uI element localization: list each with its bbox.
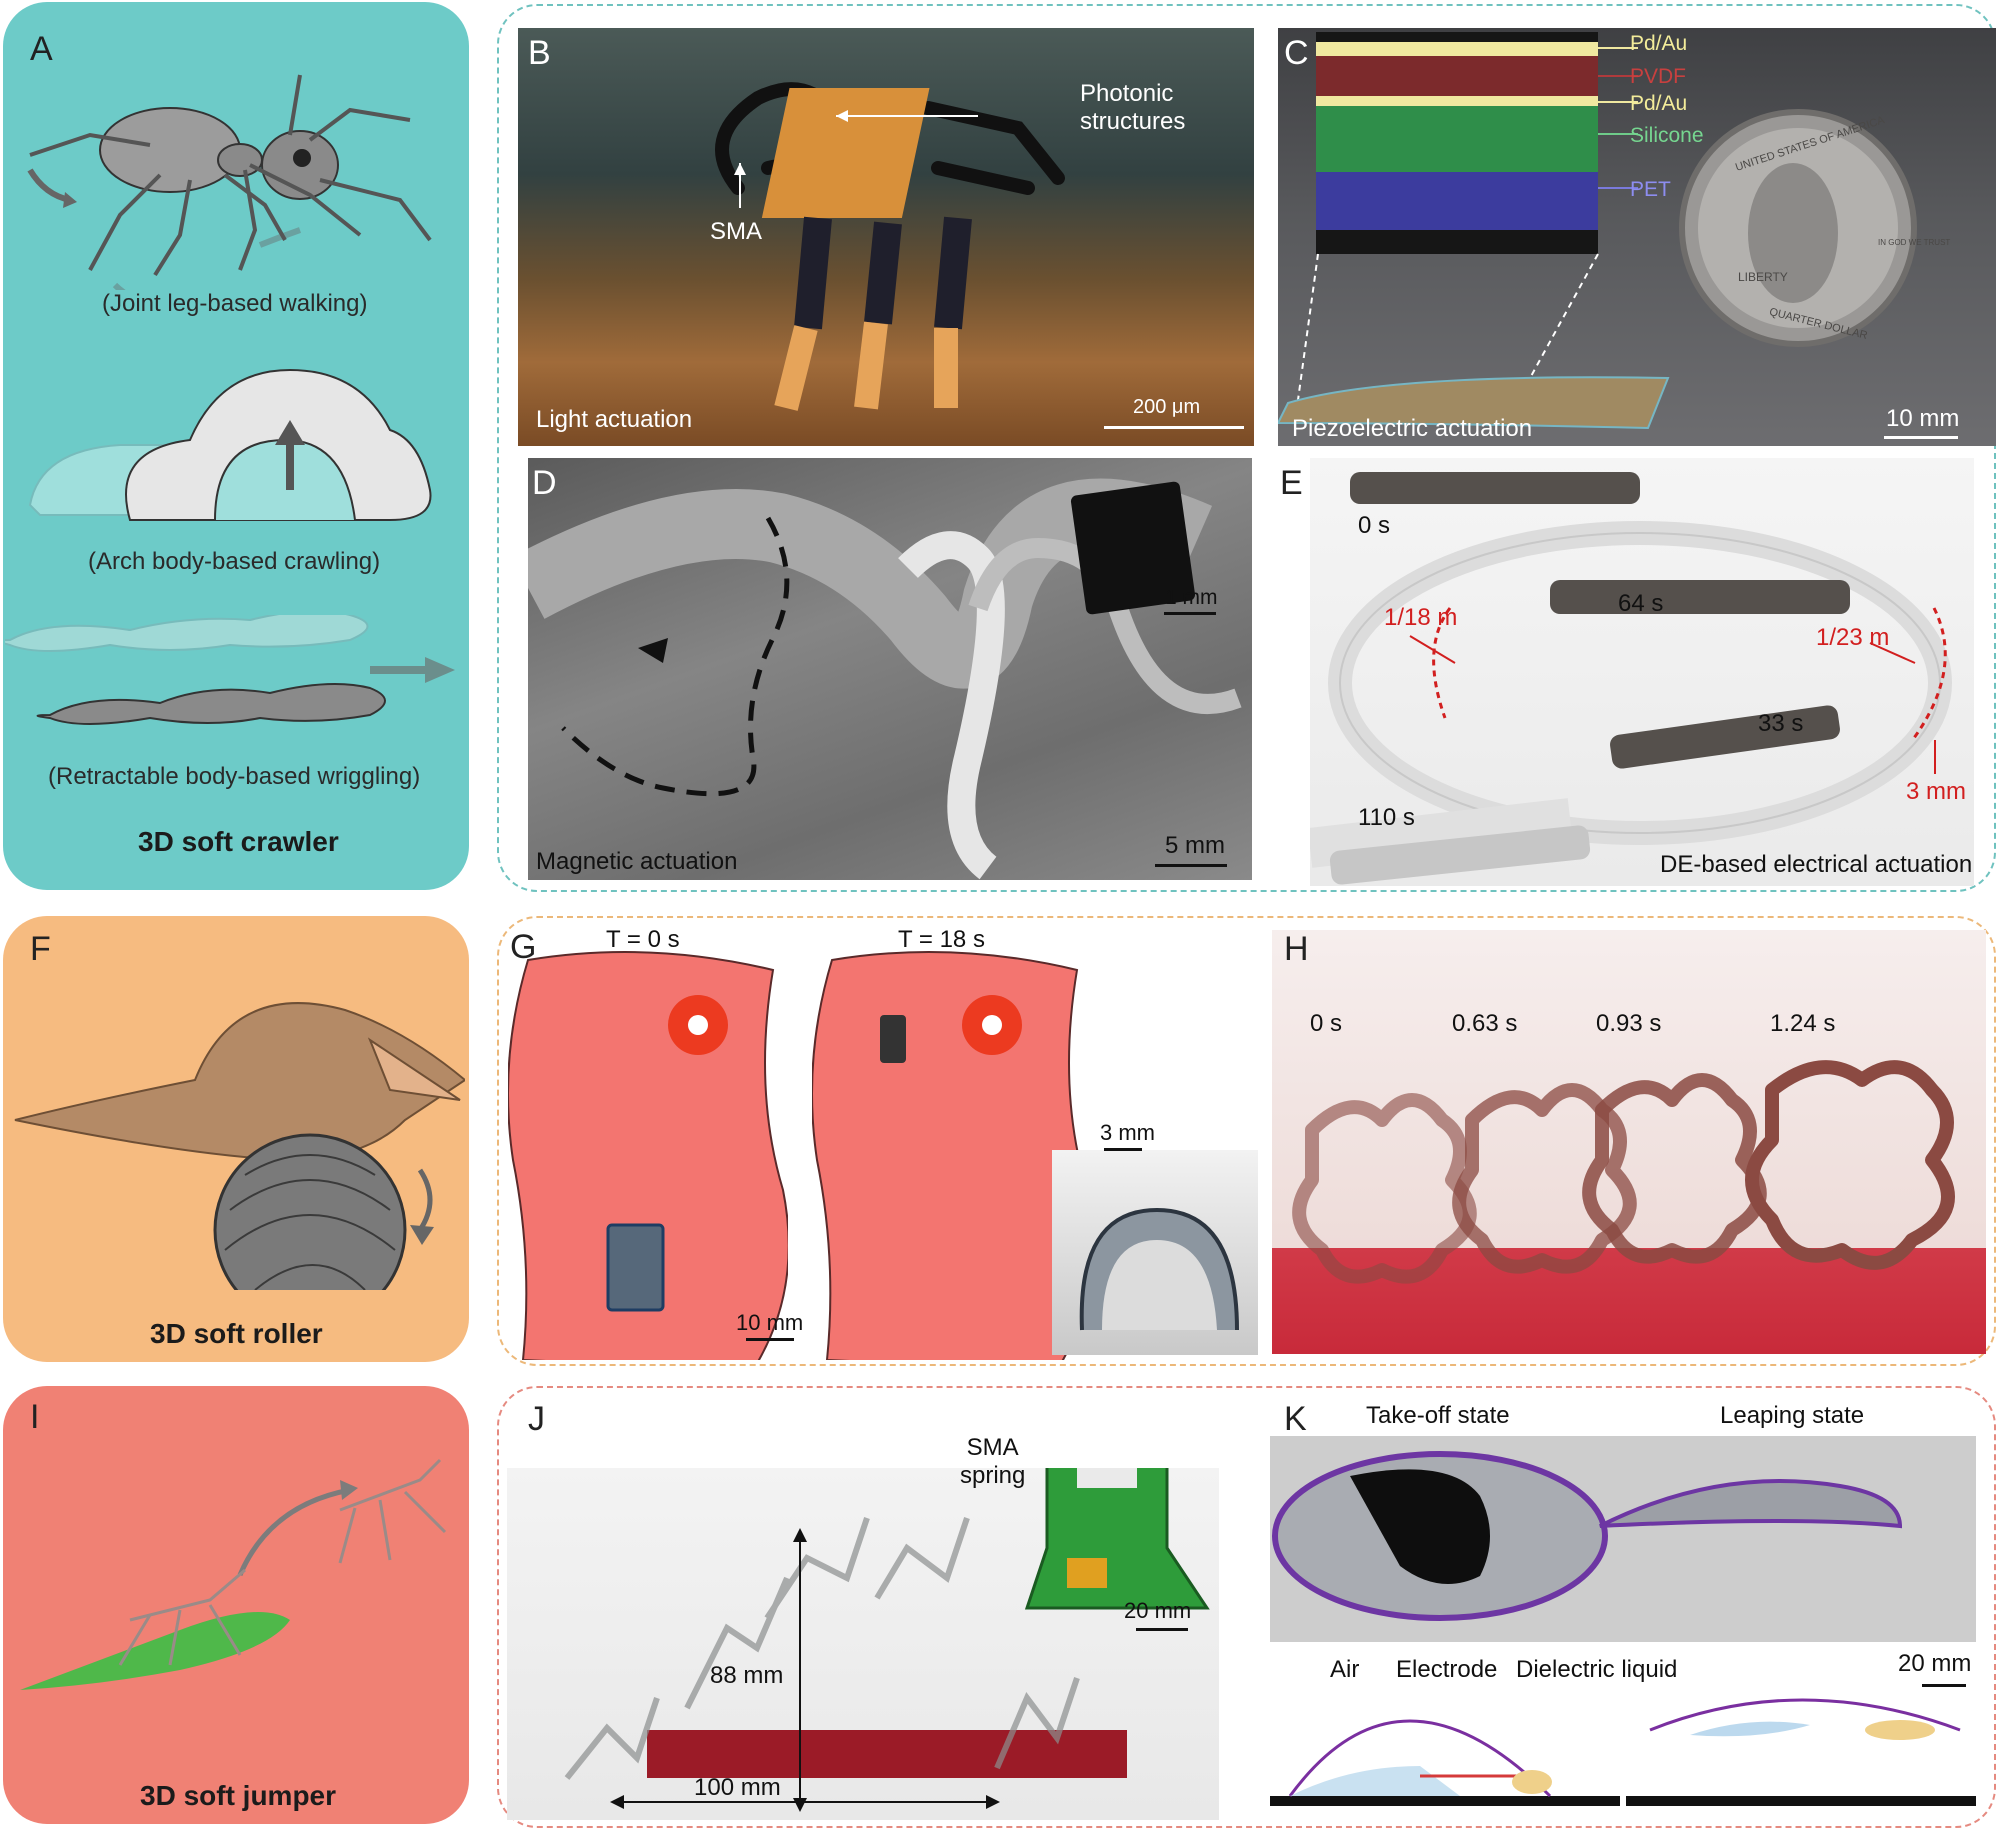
label-sma-b: SMA	[710, 218, 763, 245]
scale-label-g-1: 10 mm	[736, 1310, 804, 1335]
label-photonic-structures: Photonic structures	[1080, 80, 1186, 135]
roller-title: 3D soft roller	[150, 1318, 323, 1349]
pangolin-illustration	[14, 1002, 465, 1290]
panel-letter-c: C	[1284, 34, 1309, 72]
label-sma-spring: SMA spring	[960, 1434, 1026, 1489]
earthworm-illustration	[5, 615, 455, 725]
panel-letter-k: K	[1284, 1400, 1307, 1438]
ant-illustration	[27, 74, 432, 290]
time-label-h-093: 0.93 s	[1596, 1010, 1662, 1037]
caption-crawling: (Arch body-based crawling)	[88, 548, 381, 575]
film-and-coin	[1278, 109, 1917, 430]
scale-bar-d	[1155, 864, 1227, 867]
roller-device-shape	[1079, 1207, 1239, 1331]
jumper-schematics	[1270, 1698, 1976, 1806]
caption-wriggling: (Retractable body-based wriggling)	[48, 763, 421, 790]
panel-letter-d: D	[532, 464, 557, 502]
time-label-h-0: 0 s	[1310, 1010, 1343, 1037]
curvature-label-2: 1/23 m	[1816, 624, 1890, 651]
mode-piezoelectric-actuation: Piezoelectric actuation	[1292, 415, 1533, 442]
panel-letter-h: H	[1284, 930, 1309, 968]
scale-bar-b	[1104, 426, 1244, 429]
mode-magnetic-actuation: Magnetic actuation	[536, 848, 738, 875]
row2-frame	[497, 916, 1996, 1366]
caption-walking: (Joint leg-based walking)	[102, 290, 368, 317]
layer-label-pet: PET	[1630, 178, 1671, 201]
scale-bar-k	[1922, 1684, 1966, 1687]
time-label-e-33: 33 s	[1758, 710, 1804, 737]
panel-d-photo	[528, 458, 1252, 880]
jumper-devices	[1272, 1451, 1903, 1621]
scale-label-d: 5 mm	[1165, 832, 1225, 859]
inchworm-illustration	[28, 368, 432, 521]
roller-sequence	[1292, 1060, 1955, 1284]
label-electrode: Electrode	[1396, 1656, 1498, 1683]
scale-bar-g-1	[746, 1338, 794, 1341]
roller-inset-photo	[1052, 1150, 1258, 1355]
crab-robot-shape	[715, 82, 1065, 411]
height-label-e: 3 mm	[1906, 778, 1966, 805]
time-label-e-110: 110 s	[1358, 804, 1415, 831]
scale-label-g-2: 3 mm	[1100, 1120, 1155, 1145]
label-jump-height: 88 mm	[710, 1662, 784, 1689]
scale-label-b: 200 μm	[1133, 396, 1201, 418]
panel-letter-e: E	[1280, 464, 1303, 502]
scale-label-k: 20 mm	[1898, 1650, 1972, 1677]
panel-letter-f: F	[30, 930, 51, 968]
panel-j-photo	[507, 1468, 1219, 1820]
label-jump-distance: 100 mm	[694, 1774, 781, 1801]
tissue-sample-1	[508, 951, 788, 1360]
tissue-sample-2	[812, 951, 1092, 1360]
time-label-h-063: 0.63 s	[1452, 1010, 1518, 1037]
panel-k-photo	[1270, 1436, 1976, 1642]
panel-c-photo	[1278, 28, 1996, 446]
annotation-arrows-b	[734, 110, 978, 208]
panel-h-photo	[1272, 930, 1986, 1354]
mode-light-actuation: Light actuation	[536, 406, 693, 433]
curvature-label-1: 1/18 m	[1384, 604, 1458, 631]
layer-stack-sem	[1316, 32, 1598, 254]
crawler-title: 3D soft crawler	[138, 826, 339, 857]
layer-label-pdau-2: Pd/Au	[1630, 92, 1688, 115]
scale-bar-j	[1136, 1628, 1188, 1631]
scale-label-j: 20 mm	[1124, 1598, 1192, 1623]
row1-frame	[497, 4, 1996, 892]
panel-letter-i: I	[30, 1398, 40, 1436]
layer-label-pdau-1: Pd/Au	[1630, 32, 1688, 55]
scale-bar-g-2	[1104, 1148, 1142, 1151]
coin-text-2: LIBERTY	[1738, 270, 1788, 284]
mantis-illustration	[20, 1458, 447, 1690]
panel-b-photo	[518, 28, 1254, 446]
state-label-takeoff: Take-off state	[1366, 1402, 1510, 1429]
scale-bar-d-inset	[1164, 612, 1216, 615]
jumper-title: 3D soft jumper	[140, 1780, 337, 1811]
state-label-leaping: Leaping state	[1720, 1402, 1865, 1429]
layer-label-pvdf: PVDF	[1630, 65, 1687, 88]
jumper-card	[3, 1386, 469, 1824]
coin-text-4: IN GOD WE TRUST	[1878, 238, 1951, 247]
layer-label-silicone: Silicone	[1630, 124, 1704, 147]
scale-label-c: 10 mm	[1886, 405, 1960, 432]
channel-track	[528, 478, 1242, 880]
jumping-sequence	[564, 1517, 1127, 1780]
mode-de-electrical-actuation: DE-based electrical actuation	[1660, 851, 1973, 878]
measure-arrows-j	[610, 1528, 1000, 1812]
scale-label-d-inset: 1 mm	[1165, 586, 1218, 609]
time-label-g-18: T = 18 s	[898, 926, 985, 953]
layer-arrows	[1598, 47, 1638, 189]
time-label-e-0: 0 s	[1358, 512, 1391, 539]
time-label-e-64: 64 s	[1618, 590, 1664, 617]
tube-track	[1310, 472, 1952, 885]
panel-letter-b: B	[528, 34, 551, 72]
time-label-h-124: 1.24 s	[1770, 1010, 1836, 1037]
panel-e-photo	[1310, 458, 1974, 886]
time-label-g-0: T = 0 s	[606, 926, 680, 953]
label-dielectric-liquid: Dielectric liquid	[1516, 1656, 1678, 1683]
circuit-board-inset	[1024, 1468, 1210, 1610]
panel-letter-j: J	[528, 1400, 545, 1438]
scale-bar-c	[1884, 436, 1958, 439]
label-air: Air	[1330, 1656, 1360, 1683]
panel-letter-a: A	[30, 30, 53, 68]
